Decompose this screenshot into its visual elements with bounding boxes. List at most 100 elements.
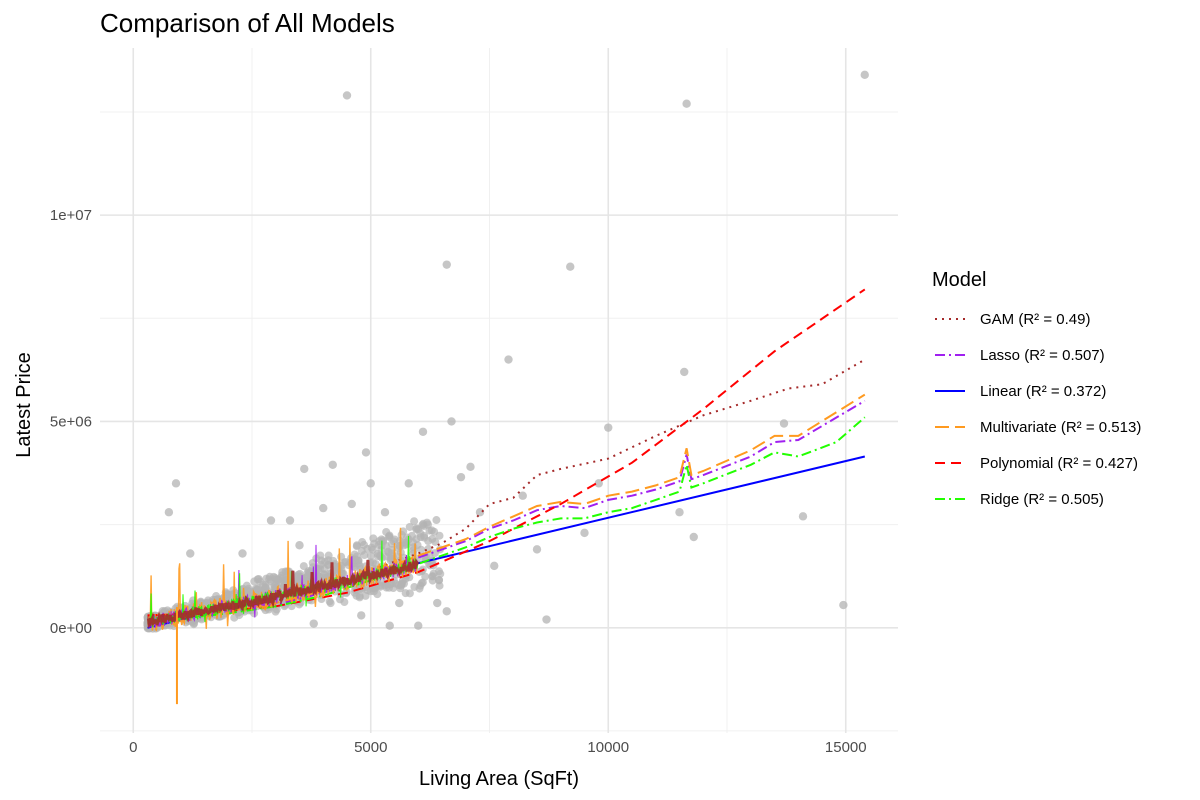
cloud-point <box>355 561 364 570</box>
cloud-point <box>367 543 376 552</box>
cloud-point <box>271 607 280 616</box>
cloud-point <box>324 556 333 565</box>
y-tick-label-0: 0e+00 <box>50 620 92 637</box>
cloud-point <box>339 569 348 578</box>
y-tick-label-1: 5e+06 <box>50 413 92 430</box>
data-point-12 <box>300 464 309 474</box>
data-point-11 <box>361 448 371 457</box>
cloud-point <box>417 545 426 554</box>
data-point-30 <box>395 598 404 608</box>
cloud-point <box>282 576 291 585</box>
cloud-point <box>432 516 441 525</box>
data-point-6 <box>680 367 689 377</box>
cloud-point <box>355 592 364 601</box>
data-point-16 <box>404 479 413 488</box>
legend-label-lasso: Lasso (R² = 0.507) <box>980 347 1105 364</box>
cloud-point <box>420 531 429 540</box>
data-point-9 <box>418 427 428 436</box>
cloud-point <box>397 530 406 539</box>
cloud-point <box>436 569 445 578</box>
x-axis-title: Living Area (SqFt) <box>419 768 579 790</box>
cloud-point <box>407 531 416 540</box>
cloud-point <box>261 584 270 593</box>
cloud-point <box>435 531 444 540</box>
cloud-point <box>410 517 419 526</box>
cloud-point <box>405 589 414 598</box>
data-point-2 <box>860 70 869 80</box>
gam-line <box>147 358 866 619</box>
data-point-20 <box>518 491 527 500</box>
cloud-point <box>417 579 426 588</box>
legend: Model GAM (R² = 0.49) Lasso (R² = 0.507) L… <box>932 269 1141 508</box>
cloud-point <box>293 572 302 581</box>
cloud-point <box>271 574 280 583</box>
data-point-39 <box>380 508 390 517</box>
cloud-point <box>350 550 359 559</box>
lasso-line <box>147 399 866 625</box>
data-point-8 <box>779 419 789 428</box>
cloud-point <box>386 554 395 563</box>
legend-label-ridge: Ridge (R² = 0.505) <box>980 491 1104 508</box>
cloud-point <box>366 551 375 560</box>
cloud-point <box>250 577 259 586</box>
data-point-26 <box>839 600 848 610</box>
y-axis-title: Latest Price <box>13 352 35 458</box>
data-point-33 <box>238 549 247 558</box>
cloud-point <box>390 535 399 544</box>
data-point-43 <box>414 621 423 630</box>
data-point-38 <box>347 499 356 509</box>
cloud-point <box>382 527 391 536</box>
cloud-point <box>405 522 414 531</box>
data-point-10 <box>447 417 456 426</box>
data-point-46 <box>594 479 603 488</box>
cloud-point <box>316 560 325 569</box>
cloud-point <box>277 571 286 580</box>
data-point-31 <box>357 611 366 620</box>
fitted-band-3 <box>146 558 420 629</box>
cloud-point <box>265 575 274 584</box>
data-point-25 <box>542 615 551 624</box>
cloud-point <box>434 576 443 585</box>
cloud-point <box>352 542 361 551</box>
x-axis-ticks: 0 5000 10000 15000 <box>129 739 867 756</box>
data-point-27 <box>433 598 442 608</box>
data-point-28 <box>442 607 451 616</box>
x-tick-label-0: 0 <box>129 739 137 756</box>
data-point-7 <box>604 423 613 432</box>
legend-label-multivariate: Multivariate (R² = 0.513) <box>980 419 1141 436</box>
ridge-line <box>147 416 866 625</box>
data-point-22 <box>798 512 808 521</box>
cloud-point <box>428 534 437 543</box>
cloud-point <box>412 525 421 534</box>
data-point-3 <box>442 260 451 269</box>
data-point-18 <box>171 479 181 488</box>
cloud-point <box>319 570 328 579</box>
y-tick-label-2: 1e+07 <box>50 207 92 224</box>
data-point-5 <box>504 355 513 364</box>
cloud-point <box>340 598 349 607</box>
data-point-1 <box>682 99 691 108</box>
data-point-47 <box>309 619 318 628</box>
legend-label-polynomial: Polynomial (R² = 0.427) <box>980 455 1138 472</box>
x-tick-label-2: 10000 <box>587 739 629 756</box>
data-point-41 <box>423 520 432 529</box>
cloud-point <box>325 597 334 606</box>
cloud-point <box>337 552 346 561</box>
cloud-point <box>299 562 308 571</box>
legend-title: Model <box>932 269 986 291</box>
data-point-42 <box>385 621 394 630</box>
cloud-point <box>427 526 436 535</box>
data-point-36 <box>285 516 295 525</box>
data-point-37 <box>319 503 328 513</box>
cloud-point <box>308 558 317 567</box>
chart-title: Comparison of All Models <box>100 8 395 38</box>
data-point-45 <box>532 545 542 554</box>
data-point-44 <box>490 561 499 571</box>
data-point-21 <box>675 508 684 517</box>
x-tick-label-1: 5000 <box>354 739 387 756</box>
model-lines <box>146 288 866 705</box>
cloud-point <box>428 576 437 585</box>
data-point-19 <box>164 508 174 517</box>
